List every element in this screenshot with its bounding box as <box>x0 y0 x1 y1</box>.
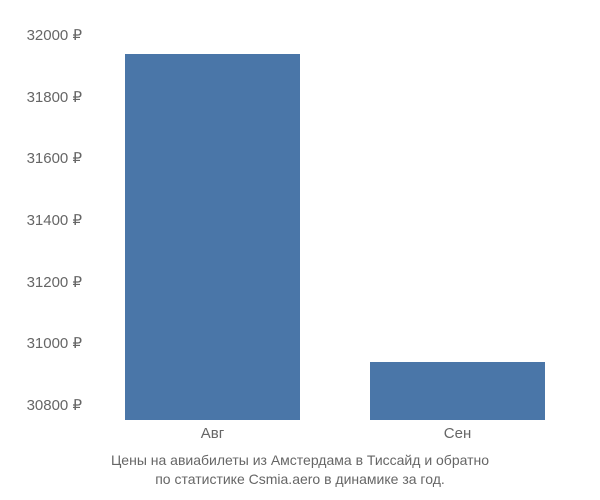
price-chart: 30800 ₽ 31000 ₽ 31200 ₽ 31400 ₽ 31600 ₽ 31800… <box>0 0 600 500</box>
bar <box>370 362 545 420</box>
caption-line-1: Цены на авиабилеты из Амстердама в Тисса… <box>111 452 489 468</box>
y-tick-label: 31800 ₽ <box>0 88 90 106</box>
plot-area <box>95 20 585 420</box>
caption-line-2: по статистике Csmia.aero в динамике за г… <box>155 471 445 487</box>
y-tick-label: 31600 ₽ <box>0 149 90 167</box>
x-axis-labels: Авг Сен <box>95 425 585 450</box>
bar <box>125 54 300 420</box>
y-tick-label: 32000 ₽ <box>0 26 90 44</box>
y-tick-label: 30800 ₽ <box>0 396 90 414</box>
chart-caption: Цены на авиабилеты из Амстердама в Тисса… <box>0 451 600 490</box>
y-tick-label: 31200 ₽ <box>0 273 90 291</box>
y-tick-label: 31400 ₽ <box>0 211 90 229</box>
x-tick-label: Авг <box>125 425 300 442</box>
y-axis: 30800 ₽ 31000 ₽ 31200 ₽ 31400 ₽ 31600 ₽ 31800… <box>0 20 90 420</box>
x-tick-label: Сен <box>370 425 545 442</box>
y-tick-label: 31000 ₽ <box>0 334 90 352</box>
